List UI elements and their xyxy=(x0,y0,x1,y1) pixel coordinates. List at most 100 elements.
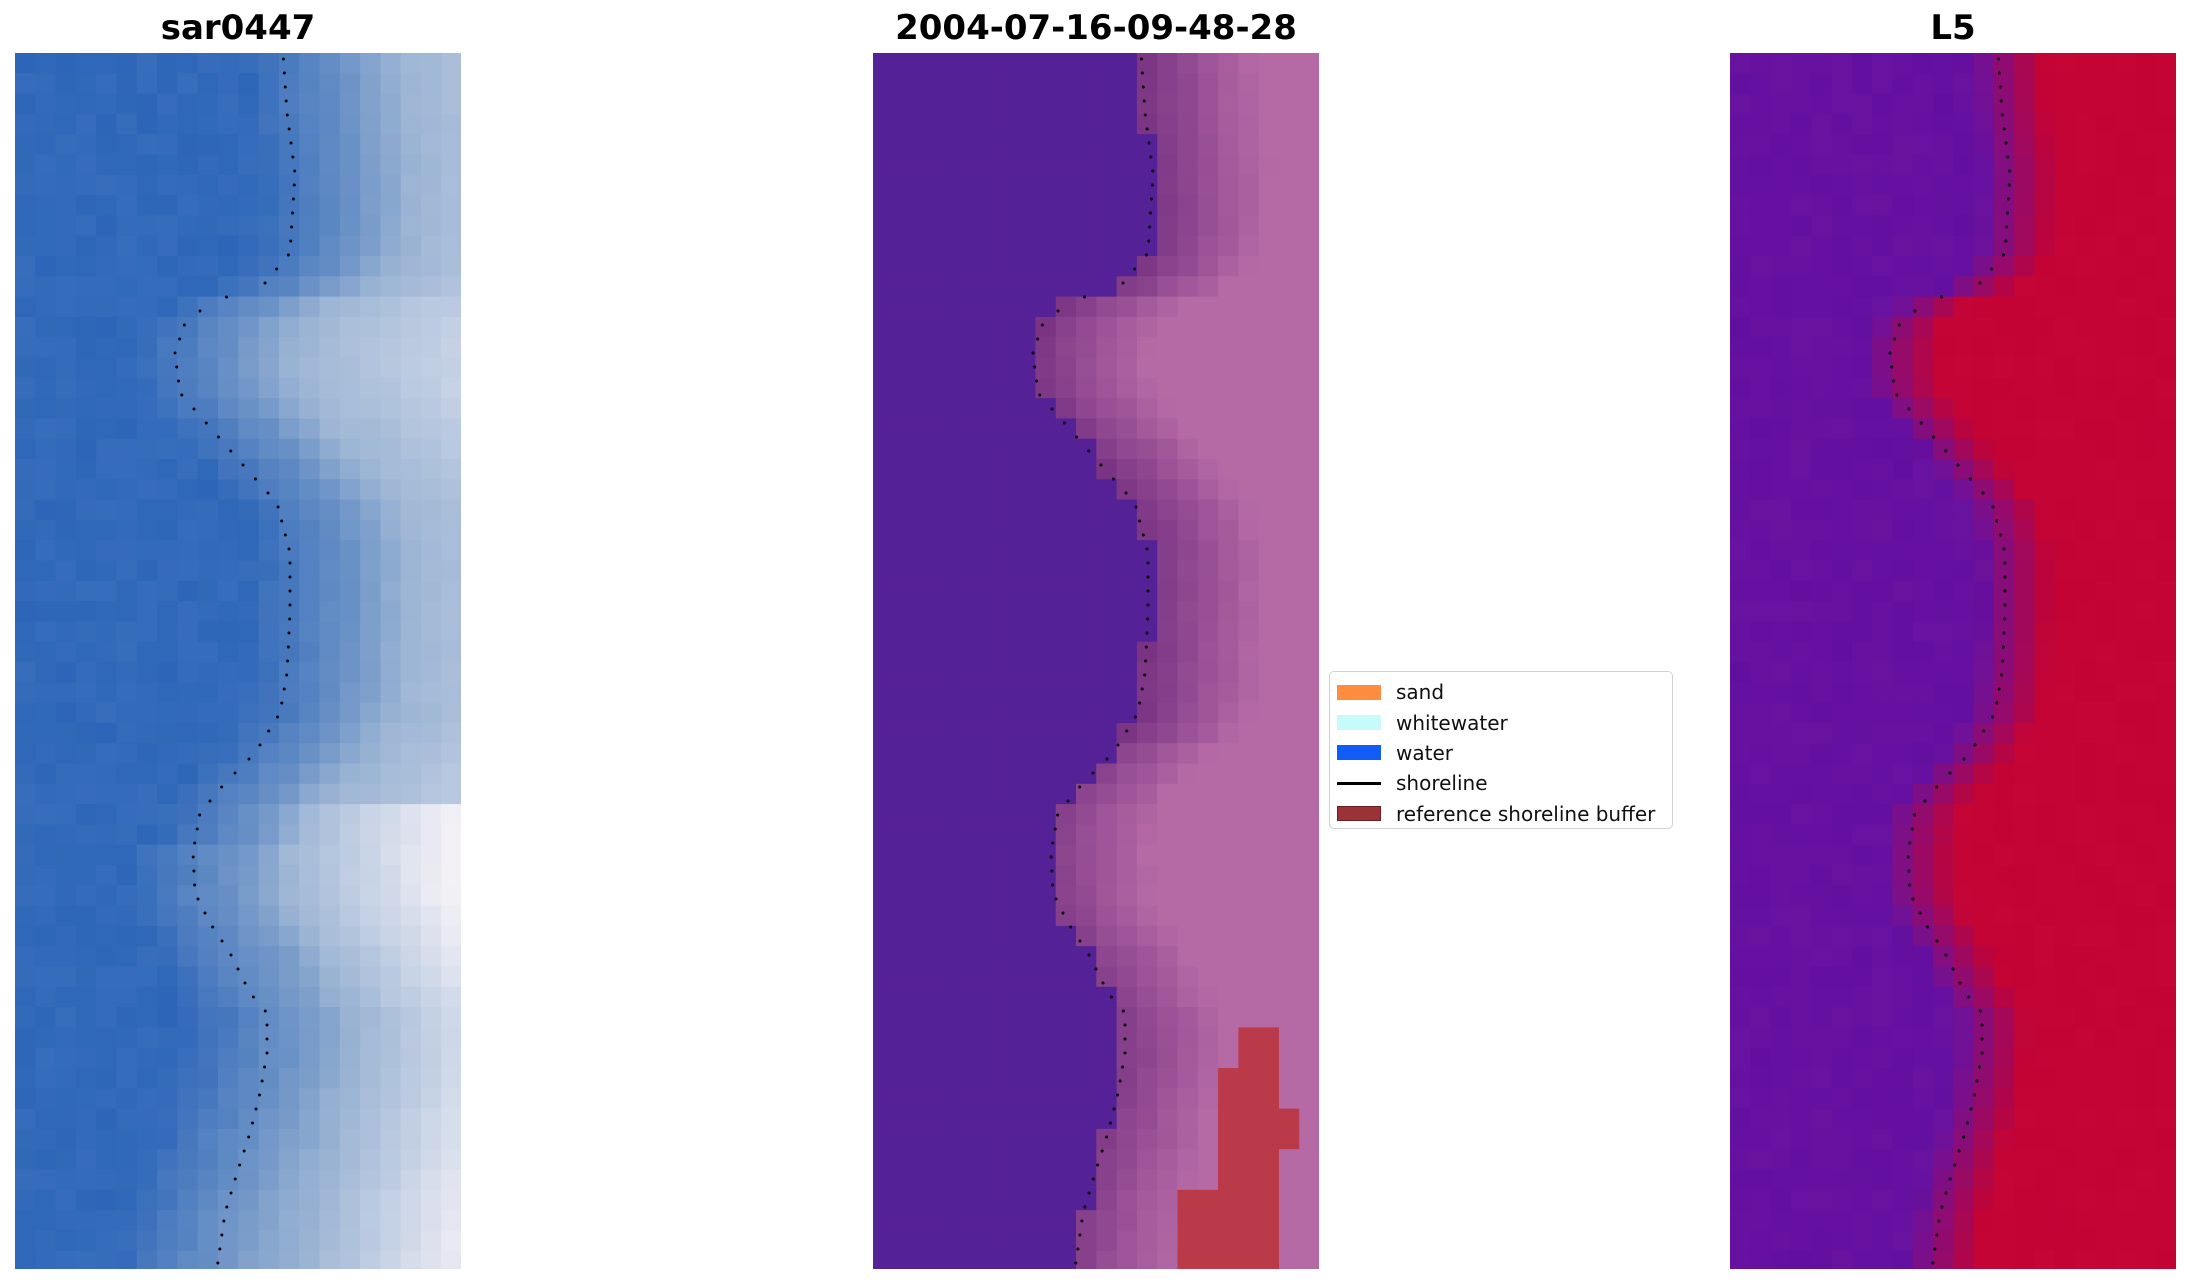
shoreline-point xyxy=(220,939,224,943)
sar-pixel xyxy=(421,154,442,176)
index-pixel xyxy=(1872,438,1893,460)
sar-pixel xyxy=(197,743,219,765)
sar-pixel xyxy=(75,1210,97,1231)
sar-pixel xyxy=(75,174,97,196)
index-pixel xyxy=(2075,946,2096,968)
class-pixel xyxy=(933,53,955,74)
class-pixel xyxy=(1258,1047,1280,1069)
index-pixel xyxy=(2014,580,2036,602)
class-pixel xyxy=(913,844,935,866)
sar-pixel xyxy=(116,540,138,562)
index-pixel xyxy=(1912,1149,1934,1171)
index-pixel xyxy=(1933,1230,1954,1252)
index-pixel xyxy=(1730,621,1751,643)
class-pixel xyxy=(1096,986,1118,1008)
sar-pixel xyxy=(380,73,402,95)
sar-pixel xyxy=(339,418,361,440)
class-pixel xyxy=(954,560,976,582)
sar-pixel xyxy=(258,113,280,135)
sar-pixel xyxy=(380,519,402,541)
index-pixel xyxy=(1973,1210,1995,1231)
sar-pixel xyxy=(177,1169,199,1191)
index-pixel xyxy=(1750,459,1772,480)
index-pixel xyxy=(1973,134,1995,156)
class-pixel xyxy=(1157,1007,1179,1028)
sar-pixel xyxy=(96,316,118,338)
class-pixel xyxy=(1096,459,1118,480)
sar-pixel xyxy=(116,113,138,135)
sar-pixel xyxy=(96,540,118,562)
class-pixel xyxy=(933,844,955,866)
index-pixel xyxy=(1892,986,1914,1008)
index-pixel xyxy=(1730,174,1751,196)
class-pixel xyxy=(1258,621,1280,643)
index-pixel xyxy=(2095,215,2117,237)
class-pixel xyxy=(1136,479,1158,501)
index-pixel xyxy=(1851,1068,1873,1089)
class-pixel xyxy=(1035,1027,1057,1049)
class-pixel xyxy=(893,601,915,622)
class-pixel xyxy=(1096,113,1118,135)
index-pixel xyxy=(2075,1007,2096,1028)
index-pixel xyxy=(2115,865,2137,886)
class-pixel xyxy=(1035,1088,1057,1110)
sar-pixel xyxy=(441,540,461,562)
shoreline-point xyxy=(1069,925,1073,929)
index-pixel xyxy=(2115,113,2137,135)
index-pixel xyxy=(1993,1210,2015,1231)
sar-pixel xyxy=(35,235,57,257)
index-pixel xyxy=(1730,215,1751,237)
class-pixel xyxy=(873,377,894,399)
shoreline-point xyxy=(1049,855,1053,859)
sar-pixel xyxy=(278,337,300,359)
class-pixel xyxy=(933,276,955,298)
index-pixel xyxy=(1973,93,1995,115)
index-pixel xyxy=(1993,1007,2015,1028)
sar-pixel xyxy=(400,925,422,947)
sar-pixel xyxy=(136,1250,158,1269)
sar-pixel xyxy=(441,316,461,338)
class-pixel xyxy=(1055,844,1077,866)
class-pixel xyxy=(1299,1250,1319,1269)
sar-pixel xyxy=(319,925,341,947)
index-pixel xyxy=(1770,113,1792,135)
class-pixel xyxy=(893,377,915,399)
index-pixel xyxy=(1730,1250,1751,1269)
sar-pixel xyxy=(116,53,138,74)
index-pixel xyxy=(1770,540,1792,562)
index-pixel xyxy=(2034,722,2056,744)
index-pixel xyxy=(2136,865,2157,886)
sar-pixel xyxy=(360,235,381,257)
shoreline-point xyxy=(1147,239,1151,243)
shoreline-point xyxy=(1151,169,1155,173)
shoreline-point xyxy=(1087,953,1091,957)
index-pixel xyxy=(1973,1149,1995,1171)
sar-pixel xyxy=(35,641,57,663)
sar-pixel xyxy=(238,418,260,440)
shoreline-point xyxy=(1074,1261,1078,1265)
class-pixel xyxy=(974,804,996,825)
index-pixel xyxy=(1730,316,1751,338)
sar-pixel xyxy=(35,621,57,643)
index-pixel xyxy=(2034,276,2056,298)
sar-pixel xyxy=(299,743,321,765)
sar-pixel xyxy=(15,1128,36,1150)
shoreline-point xyxy=(287,547,291,551)
index-pixel xyxy=(1973,865,1995,886)
class-pixel xyxy=(1076,134,1097,156)
index-pixel xyxy=(2075,1250,2096,1269)
class-pixel xyxy=(954,1027,976,1049)
class-pixel xyxy=(1076,743,1097,765)
index-pixel xyxy=(2095,53,2117,74)
shoreline-point xyxy=(1146,603,1150,607)
sar-pixel xyxy=(441,946,461,968)
sar-pixel xyxy=(218,1250,239,1269)
index-pixel xyxy=(1953,1230,1975,1252)
class-pixel xyxy=(974,256,996,277)
class-pixel xyxy=(1157,73,1179,95)
sar-pixel xyxy=(197,702,219,724)
class-pixel xyxy=(913,1169,935,1191)
sar-pixel xyxy=(218,905,239,927)
sar-pixel xyxy=(157,1027,178,1049)
shoreline-point xyxy=(1096,1163,1100,1167)
